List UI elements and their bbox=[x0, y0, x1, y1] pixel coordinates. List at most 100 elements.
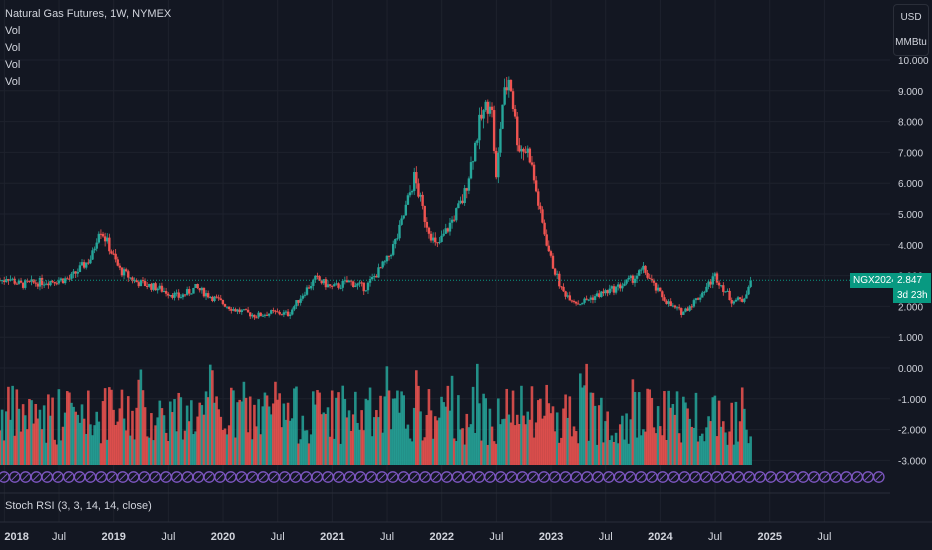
volume-bar bbox=[32, 423, 35, 465]
candle-body bbox=[675, 307, 679, 309]
candle-body bbox=[183, 294, 187, 296]
candle-body bbox=[419, 194, 422, 197]
volume-bar bbox=[202, 414, 206, 465]
stoch-marker-stroke bbox=[724, 473, 731, 481]
volume-bar bbox=[49, 415, 52, 465]
unit-label[interactable]: MMBtu bbox=[895, 37, 927, 48]
stoch-marker-stroke bbox=[475, 473, 483, 481]
volume-bar bbox=[255, 426, 258, 465]
stoch-marker-stroke bbox=[151, 473, 159, 481]
stoch-marker-stroke bbox=[810, 473, 818, 481]
volume-bar bbox=[175, 431, 178, 465]
candle-body bbox=[38, 277, 42, 287]
stoch-marker-stroke bbox=[141, 473, 148, 481]
volume-bar bbox=[524, 424, 527, 465]
candle-body bbox=[95, 242, 98, 249]
legend-vol-3[interactable]: Vol bbox=[5, 59, 21, 71]
candle-body bbox=[442, 233, 445, 236]
candle-body bbox=[692, 300, 696, 307]
volume-bar bbox=[486, 444, 490, 465]
volume-bar bbox=[644, 431, 647, 465]
candle-body bbox=[337, 283, 340, 288]
candle-body bbox=[295, 300, 298, 307]
volume-bar bbox=[206, 397, 210, 465]
volume-bar bbox=[629, 419, 633, 465]
candle-body bbox=[635, 275, 639, 279]
volume-bar bbox=[705, 427, 708, 465]
candle-body bbox=[173, 292, 176, 298]
stoch-marker-stroke bbox=[162, 473, 170, 481]
stoch-marker-stroke bbox=[594, 473, 602, 481]
volume-bar bbox=[381, 432, 384, 465]
candle-body bbox=[436, 242, 439, 244]
legend-vol-4[interactable]: Vol bbox=[5, 76, 21, 88]
stoch-marker-stroke bbox=[670, 473, 677, 481]
candle-body bbox=[175, 292, 178, 294]
stoch-marker-stroke bbox=[11, 473, 19, 481]
candle-body bbox=[562, 286, 565, 292]
candle-body bbox=[732, 301, 736, 304]
stoch-rsi-label[interactable]: Stoch RSI (3, 3, 14, 14, close) bbox=[5, 500, 152, 512]
candle-body bbox=[53, 281, 56, 284]
candle-body bbox=[185, 289, 189, 295]
candle-body bbox=[324, 279, 328, 288]
volume-bar bbox=[309, 434, 313, 465]
candle-body bbox=[406, 195, 410, 205]
legend-vol-1[interactable]: Vol bbox=[5, 25, 21, 37]
candle-body bbox=[349, 280, 353, 282]
volume-bar bbox=[690, 426, 694, 465]
candle-body bbox=[450, 219, 454, 223]
stoch-marker-stroke bbox=[119, 473, 127, 481]
stoch-marker-stroke bbox=[87, 473, 94, 481]
volume-bar bbox=[63, 412, 67, 465]
volume-bar bbox=[118, 408, 122, 465]
candle-body bbox=[282, 312, 286, 315]
volume-bar bbox=[341, 385, 345, 465]
x-tick-label: 2019 bbox=[101, 531, 125, 543]
y-tick-label: 1.000 bbox=[898, 333, 923, 344]
volume-bar bbox=[661, 435, 664, 465]
x-tick-label: Jul bbox=[817, 531, 831, 543]
volume-bar bbox=[13, 435, 17, 465]
candle-body bbox=[621, 285, 624, 289]
candle-body bbox=[394, 239, 397, 245]
stoch-marker-stroke bbox=[799, 473, 807, 481]
volume-bar bbox=[179, 397, 183, 465]
y-tick-label: 2.000 bbox=[898, 302, 923, 313]
candle-body bbox=[703, 291, 706, 293]
candle-body bbox=[227, 306, 231, 310]
stoch-rsi-markers bbox=[0, 471, 885, 483]
candle-body bbox=[747, 286, 750, 295]
candle-body bbox=[631, 275, 635, 283]
volume-bar bbox=[637, 392, 641, 465]
volume-bar bbox=[65, 391, 69, 465]
candle-body bbox=[490, 106, 494, 111]
volume-bar bbox=[87, 390, 90, 465]
candle-body bbox=[343, 280, 347, 282]
volume-bar bbox=[9, 419, 12, 465]
legend-vol-2[interactable]: Vol bbox=[5, 42, 21, 54]
candle-body bbox=[448, 222, 452, 232]
currency-label[interactable]: USD bbox=[900, 12, 922, 23]
candle-body bbox=[730, 300, 733, 304]
stoch-marker-stroke bbox=[65, 473, 73, 481]
volume-bar bbox=[501, 419, 504, 465]
volume-bar bbox=[444, 406, 448, 465]
volume-bar bbox=[248, 396, 252, 465]
candle-body bbox=[724, 291, 727, 293]
volume-bar bbox=[236, 402, 239, 465]
candle-body bbox=[425, 221, 429, 228]
candle-body bbox=[57, 280, 61, 284]
volume-bar bbox=[36, 418, 40, 465]
volume-bar bbox=[404, 428, 408, 465]
candle-body bbox=[728, 290, 731, 301]
candle-body bbox=[642, 265, 645, 270]
candle-body bbox=[288, 314, 292, 317]
unit-selector[interactable]: USD MMBtu bbox=[893, 4, 929, 56]
volume-bar bbox=[547, 403, 551, 465]
volume-bar bbox=[311, 391, 315, 465]
volume-bar bbox=[150, 413, 153, 465]
candle-body bbox=[478, 114, 481, 141]
x-tick-label: 2023 bbox=[539, 531, 563, 543]
